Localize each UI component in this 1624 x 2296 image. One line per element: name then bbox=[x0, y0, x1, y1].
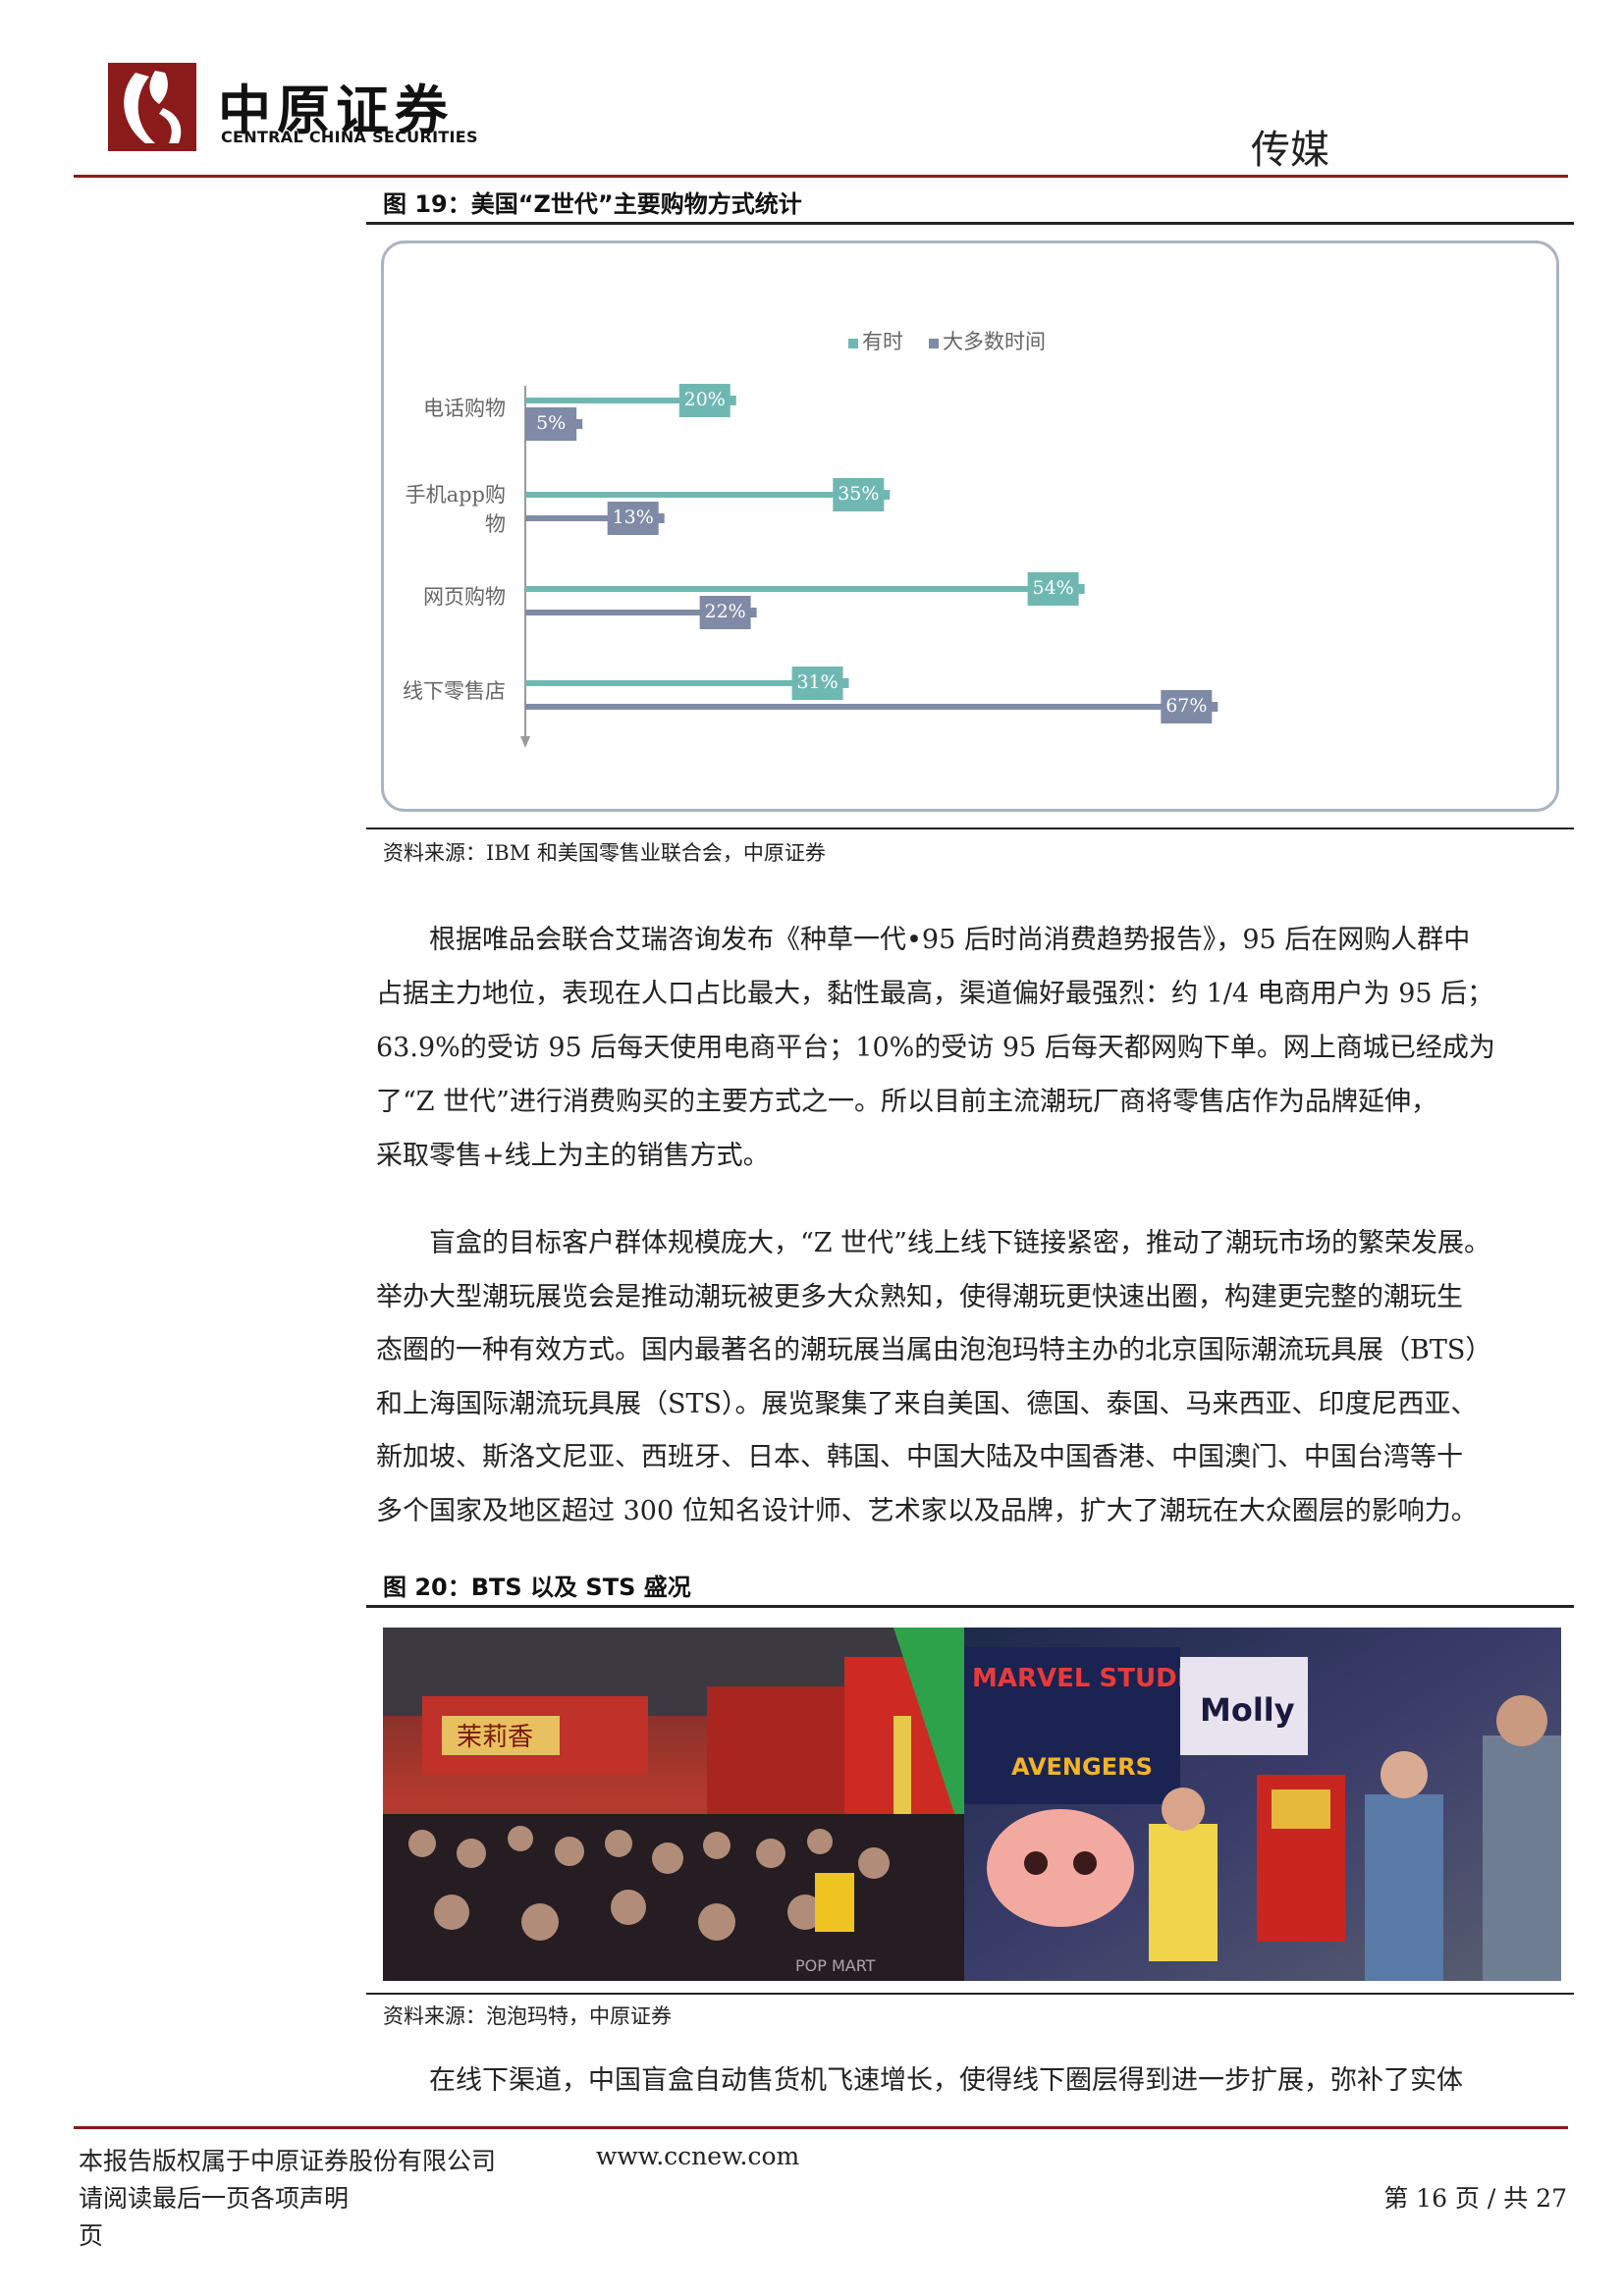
paragraph-1-line: 占据主力地位，表现在人口占比最大，黏性最高，渠道偏好最强烈：约 1/4 电商用户… bbox=[376, 979, 1494, 1009]
bar bbox=[525, 398, 731, 403]
brand-name-cn: 中原证券 bbox=[218, 80, 454, 141]
bar bbox=[525, 704, 1213, 710]
section-title: 传媒 bbox=[1251, 128, 1329, 173]
bar-cap bbox=[727, 396, 736, 405]
bar bbox=[525, 610, 751, 615]
bar-cap bbox=[1209, 702, 1218, 712]
paragraph-2-line: 态圈的一种有效方式。国内最著名的潮玩展当属由泡泡玛特主办的北京国际潮流玩具展（B… bbox=[376, 1335, 1492, 1365]
header-divider bbox=[74, 175, 1568, 178]
y-axis-arrow bbox=[520, 736, 530, 748]
bar-cap bbox=[839, 678, 849, 688]
brand-name-en: CENTRAL CHINA SECURITIES bbox=[221, 128, 478, 146]
figure-19-title: 图 19：美国“Z世代”主要购物方式统计 bbox=[383, 190, 802, 218]
data-label-box bbox=[678, 384, 731, 417]
paragraph-2-line: 盲盒的目标客户群体规模庞大，“Z 世代”线上线下链接紧密，推动了潮玩市场的繁荣发… bbox=[429, 1228, 1490, 1258]
paragraph-2-line: 多个国家及地区超过 300 位知名设计师、艺术家以及品牌，扩大了潮玩在大众圈层的… bbox=[376, 1495, 1478, 1526]
paragraph-1-line: 了“Z 世代”进行消费购买的主要方式之一。所以目前主流潮玩厂商将零售店作为品牌延… bbox=[376, 1087, 1437, 1117]
data-label: 22% bbox=[705, 601, 746, 622]
data-label: 35% bbox=[838, 483, 879, 505]
data-label-box bbox=[525, 407, 577, 441]
footer-divider bbox=[74, 2126, 1568, 2129]
footer-copyright: 本报告版权属于中原证券股份有限公司 bbox=[79, 2147, 497, 2175]
figure-20-top-rule bbox=[366, 1605, 1574, 1608]
bar bbox=[525, 680, 843, 686]
paragraph-3-line: 在线下渠道，中国盲盒自动售货机飞速增长，使得线下圈层得到进一步扩展，弥补了实体 bbox=[429, 2065, 1463, 2096]
category-label: 手机app购 bbox=[406, 483, 506, 507]
data-label: 54% bbox=[1033, 577, 1074, 599]
footer-website[interactable]: www.ccnew.com bbox=[596, 2142, 800, 2170]
figure-20-bottom-rule bbox=[366, 1993, 1574, 1995]
bar bbox=[525, 492, 885, 498]
legend-label: 有时 bbox=[862, 330, 903, 353]
data-label: 13% bbox=[613, 507, 654, 528]
data-label: 67% bbox=[1165, 695, 1207, 717]
logo-icon bbox=[108, 63, 196, 151]
paragraph-3: 在线下渠道，中国盲盒自动售货机飞速增长，使得线下圈层得到进一步扩展，弥补了实体 bbox=[376, 2054, 1569, 2108]
bar-cap bbox=[881, 490, 891, 500]
paragraph-1-line: 63.9%的受访 95 后每天使用电商平台；10%的受访 95 后每天都网购下单… bbox=[376, 1033, 1495, 1063]
data-label-box bbox=[699, 596, 751, 629]
paragraph-1: 根据唯品会联合艾瑞咨询发布《种草一代•95 后时尚消费趋势报告》，95 后在网购… bbox=[376, 913, 1569, 1183]
data-label-box bbox=[791, 667, 843, 700]
bar bbox=[525, 586, 1079, 592]
paragraph-1-line: 采取零售+线上为主的销售方式。 bbox=[376, 1141, 770, 1171]
figure-20-title: 图 20：BTS 以及 STS 盛况 bbox=[383, 1574, 691, 1601]
legend-label: 大多数时间 bbox=[943, 330, 1046, 353]
footer-notice: 请阅读最后一页各项声明 bbox=[79, 2184, 350, 2213]
bar bbox=[525, 515, 659, 521]
page-number-suffix: 页 bbox=[79, 2221, 104, 2250]
paragraph-1-line: 根据唯品会联合艾瑞咨询发布《种草一代•95 后时尚消费趋势报告》，95 后在网购… bbox=[429, 925, 1471, 955]
chart-frame bbox=[381, 240, 1559, 812]
page-number: 第 16 页 / 共 27 bbox=[1383, 2184, 1567, 2213]
category-label: 线下零售店 bbox=[403, 679, 506, 703]
photo-sign-text: Molly bbox=[1200, 1691, 1295, 1729]
paragraph-2-line: 举办大型潮玩展览会是推动潮玩被更多大众熟知，使得潮玩更快速出圈，构建更完整的潮玩… bbox=[376, 1281, 1463, 1312]
category-label: 电话购物 bbox=[423, 397, 506, 420]
category-label: 物 bbox=[485, 512, 506, 536]
data-label: 5% bbox=[536, 412, 566, 434]
figure-19-bottom-rule bbox=[366, 828, 1574, 829]
bar-cap bbox=[1075, 584, 1085, 594]
expo-photo: 茉莉香 MARVEL STUDIOS AVENGERS Molly POP MA… bbox=[383, 1628, 1561, 1981]
bar-cap bbox=[573, 419, 583, 429]
photo-sign-text: POP MART bbox=[795, 1956, 876, 1975]
bar-cap bbox=[747, 608, 757, 617]
figure-19-source: 资料来源：IBM 和美国零售业联合会，中原证券 bbox=[383, 841, 826, 865]
category-label: 网页购物 bbox=[423, 585, 506, 609]
figure-20-source: 资料来源：泡泡玛特，中原证券 bbox=[383, 2004, 672, 2028]
figure-19-top-rule bbox=[366, 222, 1574, 225]
bar-cap bbox=[655, 513, 665, 523]
paragraph-2: 盲盒的目标客户群体规模庞大，“Z 世代”线上线下链接紧密，推动了潮玩市场的繁荣发… bbox=[376, 1217, 1569, 1538]
legend-swatch bbox=[929, 339, 939, 348]
photo-sign-text: 茉莉香 bbox=[457, 1723, 533, 1752]
data-label-box bbox=[607, 502, 659, 535]
photo-sign-text: AVENGERS bbox=[1011, 1753, 1153, 1781]
legend-swatch bbox=[848, 339, 858, 348]
paragraph-2-line: 和上海国际潮流玩具展（STS）。展览聚集了来自美国、德国、泰国、马来西亚、印度尼… bbox=[376, 1388, 1478, 1419]
data-label: 31% bbox=[796, 671, 838, 693]
data-label-box bbox=[1027, 572, 1079, 606]
data-label-box bbox=[1161, 690, 1213, 723]
data-label-box bbox=[833, 478, 885, 511]
data-label: 20% bbox=[684, 389, 726, 410]
paragraph-2-line: 新加坡、斯洛文尼亚、西班牙、日本、韩国、中国大陆及中国香港、中国澳门、中国台湾等… bbox=[376, 1442, 1463, 1472]
